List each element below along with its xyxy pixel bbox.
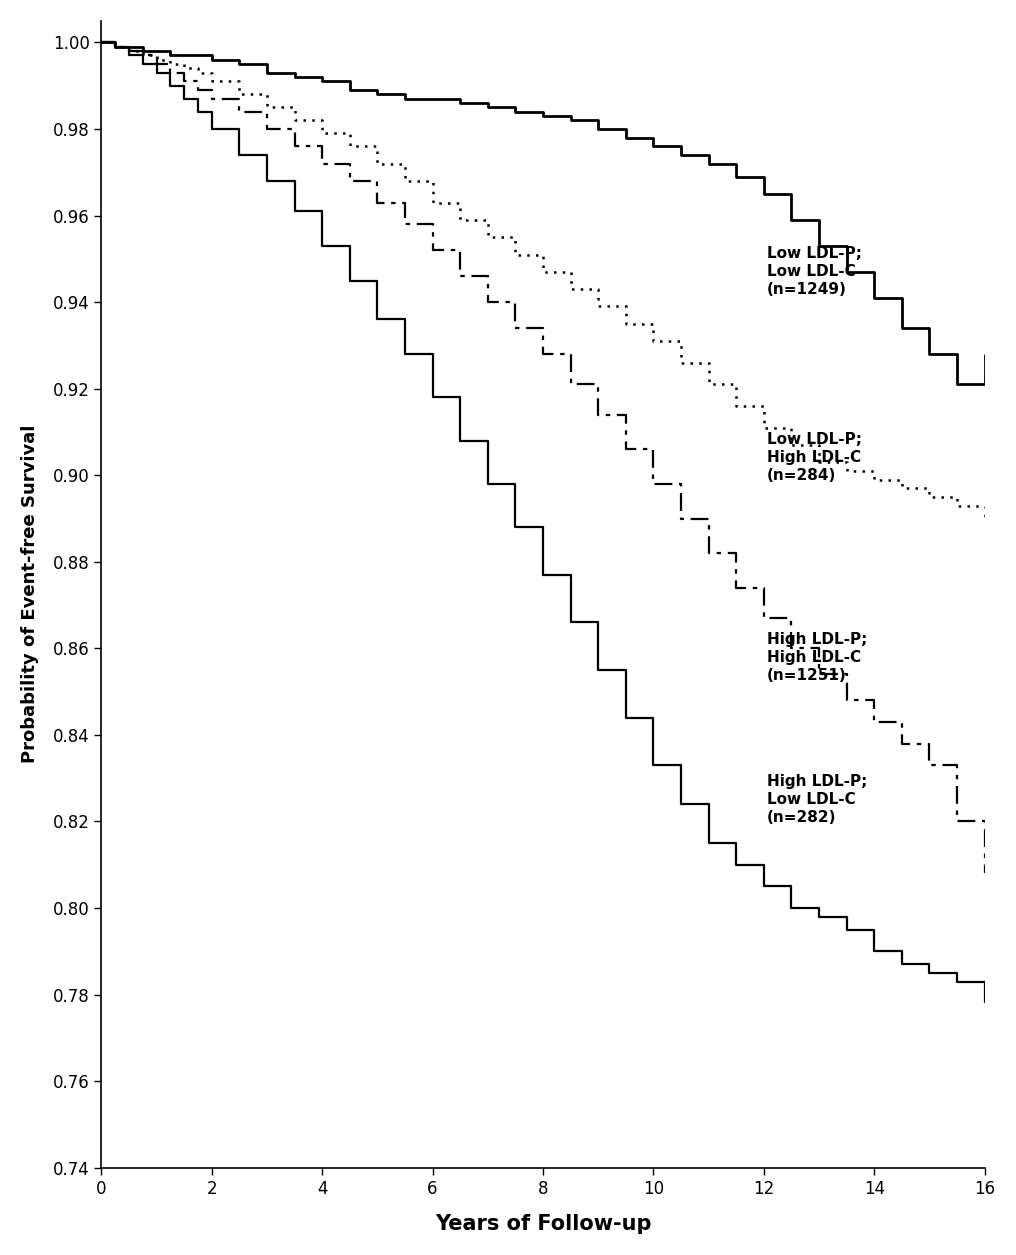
Text: High LDL-P;
High LDL-C
(n=1251): High LDL-P; High LDL-C (n=1251) — [766, 631, 867, 683]
Y-axis label: Probability of Event-free Survival: Probability of Event-free Survival — [21, 425, 39, 763]
Text: Low LDL-P;
Low LDL-C
(n=1249): Low LDL-P; Low LDL-C (n=1249) — [766, 246, 862, 297]
Text: High LDL-P;
Low LDL-C
(n=282): High LDL-P; Low LDL-C (n=282) — [766, 774, 867, 826]
X-axis label: Years of Follow-up: Years of Follow-up — [435, 1214, 651, 1234]
Text: Low LDL-P;
High LDL-C
(n=284): Low LDL-P; High LDL-C (n=284) — [766, 433, 862, 483]
